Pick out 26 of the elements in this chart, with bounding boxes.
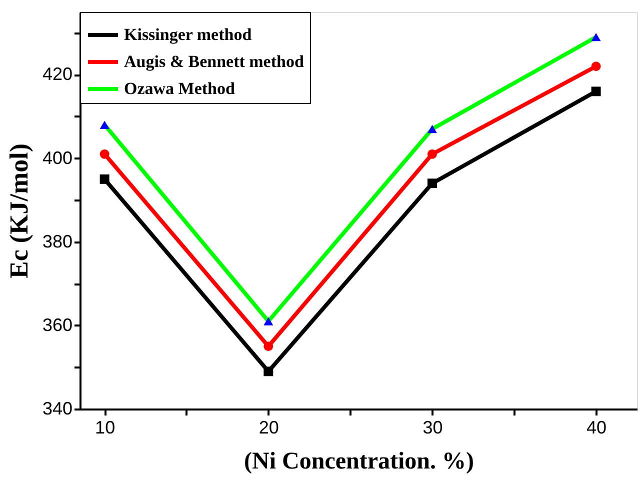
point xyxy=(427,178,437,188)
point xyxy=(264,342,274,352)
y-tick-label: 360 xyxy=(42,314,72,335)
y-tick-label: 400 xyxy=(42,148,72,168)
y-tick-label: 380 xyxy=(42,231,72,252)
point xyxy=(427,149,437,159)
x-tick-label: 20 xyxy=(258,418,279,438)
point xyxy=(591,62,601,72)
point xyxy=(100,120,110,129)
x-axis-title: (Ni Concentration. %) xyxy=(244,448,474,474)
point xyxy=(100,174,110,184)
point xyxy=(264,366,274,376)
legend-label: Kissinger method xyxy=(124,25,252,44)
x-tick-label: 40 xyxy=(586,418,607,438)
legend-label: Ozawa Method xyxy=(124,79,236,98)
y-tick-label: 420 xyxy=(42,64,72,84)
y-tick-label: 340 xyxy=(42,398,72,418)
point xyxy=(591,32,601,42)
x-tick-label: 30 xyxy=(422,418,443,438)
point xyxy=(427,124,437,134)
legend-label: Augis & Bennett method xyxy=(124,52,304,71)
x-tick-label: 10 xyxy=(95,418,116,438)
point xyxy=(591,86,601,96)
y-axis-title: Ec (KJ/mol) xyxy=(4,143,34,279)
point xyxy=(100,149,110,159)
point xyxy=(264,317,274,326)
